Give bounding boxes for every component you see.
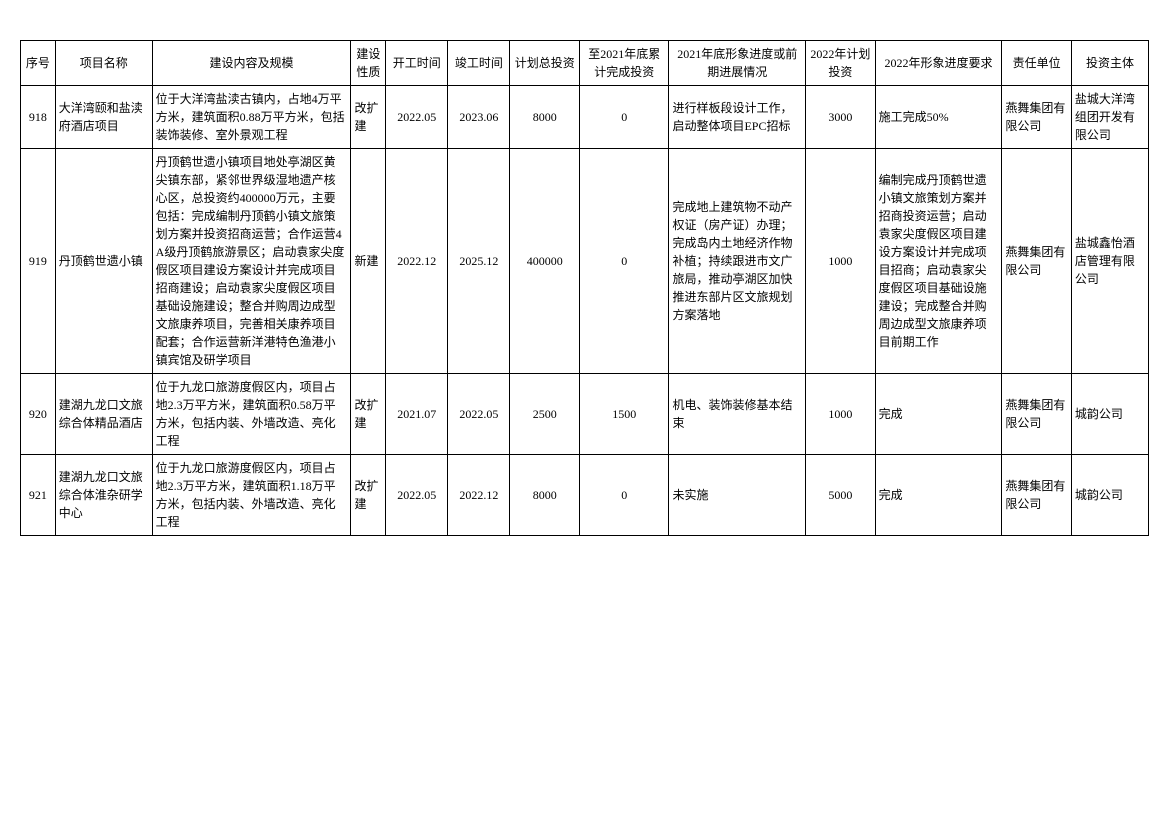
cell-nature: 新建 xyxy=(351,149,386,374)
cell-investor: 盐城鑫怡酒店管理有限公司 xyxy=(1071,149,1148,374)
cell-name: 丹顶鹤世遗小镇 xyxy=(55,149,152,374)
table-body: 918 大洋湾颐和盐渎府酒店项目 位于大洋湾盐渎古镇内，占地4万平方米，建筑面积… xyxy=(21,86,1149,536)
cell-plan2022: 1000 xyxy=(806,149,876,374)
table-row: 918 大洋湾颐和盐渎府酒店项目 位于大洋湾盐渎古镇内，占地4万平方米，建筑面积… xyxy=(21,86,1149,149)
table-row: 919 丹顶鹤世遗小镇 丹顶鹤世遗小镇项目地处亭湖区黄尖镇东部，紧邻世界级湿地遗… xyxy=(21,149,1149,374)
header-start: 开工时间 xyxy=(386,41,448,86)
cell-total: 400000 xyxy=(510,149,580,374)
cell-end: 2022.12 xyxy=(448,455,510,536)
cell-plan2022: 1000 xyxy=(806,374,876,455)
table-header: 序号 项目名称 建设内容及规模 建设性质 开工时间 竣工时间 计划总投资 至20… xyxy=(21,41,1149,86)
header-investor: 投资主体 xyxy=(1071,41,1148,86)
header-row: 序号 项目名称 建设内容及规模 建设性质 开工时间 竣工时间 计划总投资 至20… xyxy=(21,41,1149,86)
header-total: 计划总投资 xyxy=(510,41,580,86)
cell-req2022: 完成 xyxy=(875,374,1002,455)
project-table: 序号 项目名称 建设内容及规模 建设性质 开工时间 竣工时间 计划总投资 至20… xyxy=(20,40,1149,536)
cell-investor: 城韵公司 xyxy=(1071,455,1148,536)
header-seq: 序号 xyxy=(21,41,56,86)
cell-seq: 919 xyxy=(21,149,56,374)
cell-plan2022: 3000 xyxy=(806,86,876,149)
header-cum: 至2021年底累计完成投资 xyxy=(580,41,669,86)
cell-content: 位于大洋湾盐渎古镇内，占地4万平方米，建筑面积0.88万平方米，包括装饰装修、室… xyxy=(152,86,351,149)
cell-unit: 燕舞集团有限公司 xyxy=(1002,149,1072,374)
cell-req2022: 完成 xyxy=(875,455,1002,536)
cell-investor: 盐城大洋湾组团开发有限公司 xyxy=(1071,86,1148,149)
header-end: 竣工时间 xyxy=(448,41,510,86)
cell-end: 2025.12 xyxy=(448,149,510,374)
cell-unit: 燕舞集团有限公司 xyxy=(1002,455,1072,536)
cell-end: 2023.06 xyxy=(448,86,510,149)
cell-cum: 1500 xyxy=(580,374,669,455)
cell-nature: 改扩建 xyxy=(351,455,386,536)
cell-unit: 燕舞集团有限公司 xyxy=(1002,86,1072,149)
cell-cum: 0 xyxy=(580,86,669,149)
header-content: 建设内容及规模 xyxy=(152,41,351,86)
cell-start: 2021.07 xyxy=(386,374,448,455)
cell-seq: 918 xyxy=(21,86,56,149)
table-row: 920 建湖九龙口文旅综合体精品酒店 位于九龙口旅游度假区内，项目占地2.3万平… xyxy=(21,374,1149,455)
cell-start: 2022.12 xyxy=(386,149,448,374)
cell-seq: 920 xyxy=(21,374,56,455)
header-progress: 2021年底形象进度或前期进展情况 xyxy=(669,41,806,86)
cell-req2022: 编制完成丹顶鹤世遗小镇文旅策划方案并招商投资运营；启动袁家尖度假区项目建设方案设… xyxy=(875,149,1002,374)
header-nature: 建设性质 xyxy=(351,41,386,86)
cell-total: 8000 xyxy=(510,86,580,149)
cell-name: 大洋湾颐和盐渎府酒店项目 xyxy=(55,86,152,149)
cell-seq: 921 xyxy=(21,455,56,536)
cell-progress: 机电、装饰装修基本结束 xyxy=(669,374,806,455)
header-unit: 责任单位 xyxy=(1002,41,1072,86)
cell-start: 2022.05 xyxy=(386,86,448,149)
cell-nature: 改扩建 xyxy=(351,374,386,455)
cell-plan2022: 5000 xyxy=(806,455,876,536)
cell-req2022: 施工完成50% xyxy=(875,86,1002,149)
table-row: 921 建湖九龙口文旅综合体淮杂研学中心 位于九龙口旅游度假区内，项目占地2.3… xyxy=(21,455,1149,536)
cell-total: 2500 xyxy=(510,374,580,455)
header-plan2022: 2022年计划投资 xyxy=(806,41,876,86)
cell-content: 位于九龙口旅游度假区内，项目占地2.3万平方米，建筑面积1.18万平方米，包括内… xyxy=(152,455,351,536)
cell-start: 2022.05 xyxy=(386,455,448,536)
cell-progress: 进行样板段设计工作，启动整体项目EPC招标 xyxy=(669,86,806,149)
cell-progress: 未实施 xyxy=(669,455,806,536)
header-req2022: 2022年形象进度要求 xyxy=(875,41,1002,86)
cell-investor: 城韵公司 xyxy=(1071,374,1148,455)
cell-end: 2022.05 xyxy=(448,374,510,455)
cell-name: 建湖九龙口文旅综合体精品酒店 xyxy=(55,374,152,455)
cell-nature: 改扩建 xyxy=(351,86,386,149)
cell-content: 位于九龙口旅游度假区内，项目占地2.3万平方米，建筑面积0.58万平方米，包括内… xyxy=(152,374,351,455)
cell-unit: 燕舞集团有限公司 xyxy=(1002,374,1072,455)
cell-name: 建湖九龙口文旅综合体淮杂研学中心 xyxy=(55,455,152,536)
cell-total: 8000 xyxy=(510,455,580,536)
cell-content: 丹顶鹤世遗小镇项目地处亭湖区黄尖镇东部，紧邻世界级湿地遗产核心区，总投资约400… xyxy=(152,149,351,374)
cell-cum: 0 xyxy=(580,455,669,536)
cell-progress: 完成地上建筑物不动产权证（房产证）办理；完成岛内土地经济作物补植；持续跟进市文广… xyxy=(669,149,806,374)
header-name: 项目名称 xyxy=(55,41,152,86)
cell-cum: 0 xyxy=(580,149,669,374)
